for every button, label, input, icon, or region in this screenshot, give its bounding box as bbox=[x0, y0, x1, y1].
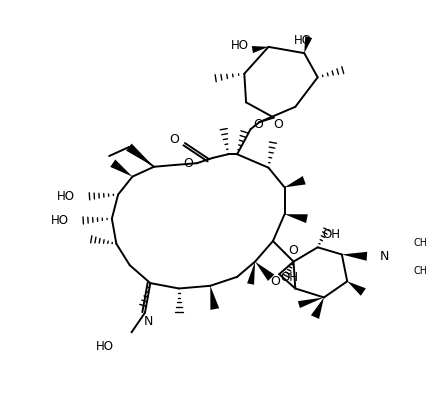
Text: N: N bbox=[144, 315, 153, 328]
Text: CH₃: CH₃ bbox=[414, 238, 426, 248]
Text: OH: OH bbox=[280, 271, 298, 284]
Text: O: O bbox=[183, 157, 193, 170]
Text: O: O bbox=[273, 118, 283, 131]
Text: HO: HO bbox=[231, 39, 249, 51]
Text: O: O bbox=[288, 244, 299, 256]
Polygon shape bbox=[255, 261, 274, 281]
Text: O: O bbox=[253, 118, 263, 131]
Text: HO: HO bbox=[96, 340, 114, 353]
Text: HO: HO bbox=[294, 34, 311, 47]
Polygon shape bbox=[285, 214, 308, 223]
Text: O: O bbox=[271, 275, 281, 288]
Text: N: N bbox=[380, 250, 389, 263]
Text: CH₃: CH₃ bbox=[414, 266, 426, 276]
Polygon shape bbox=[298, 298, 324, 308]
Polygon shape bbox=[247, 261, 255, 285]
Polygon shape bbox=[252, 46, 268, 53]
Polygon shape bbox=[126, 144, 154, 167]
Polygon shape bbox=[304, 36, 312, 53]
Polygon shape bbox=[347, 281, 366, 296]
Text: HO: HO bbox=[51, 214, 69, 227]
Polygon shape bbox=[342, 252, 367, 261]
Text: OH: OH bbox=[322, 228, 340, 241]
Polygon shape bbox=[285, 176, 306, 187]
Text: HO: HO bbox=[57, 190, 75, 203]
Polygon shape bbox=[210, 286, 219, 310]
Polygon shape bbox=[311, 298, 324, 319]
Polygon shape bbox=[110, 159, 132, 177]
Text: O: O bbox=[170, 134, 179, 146]
